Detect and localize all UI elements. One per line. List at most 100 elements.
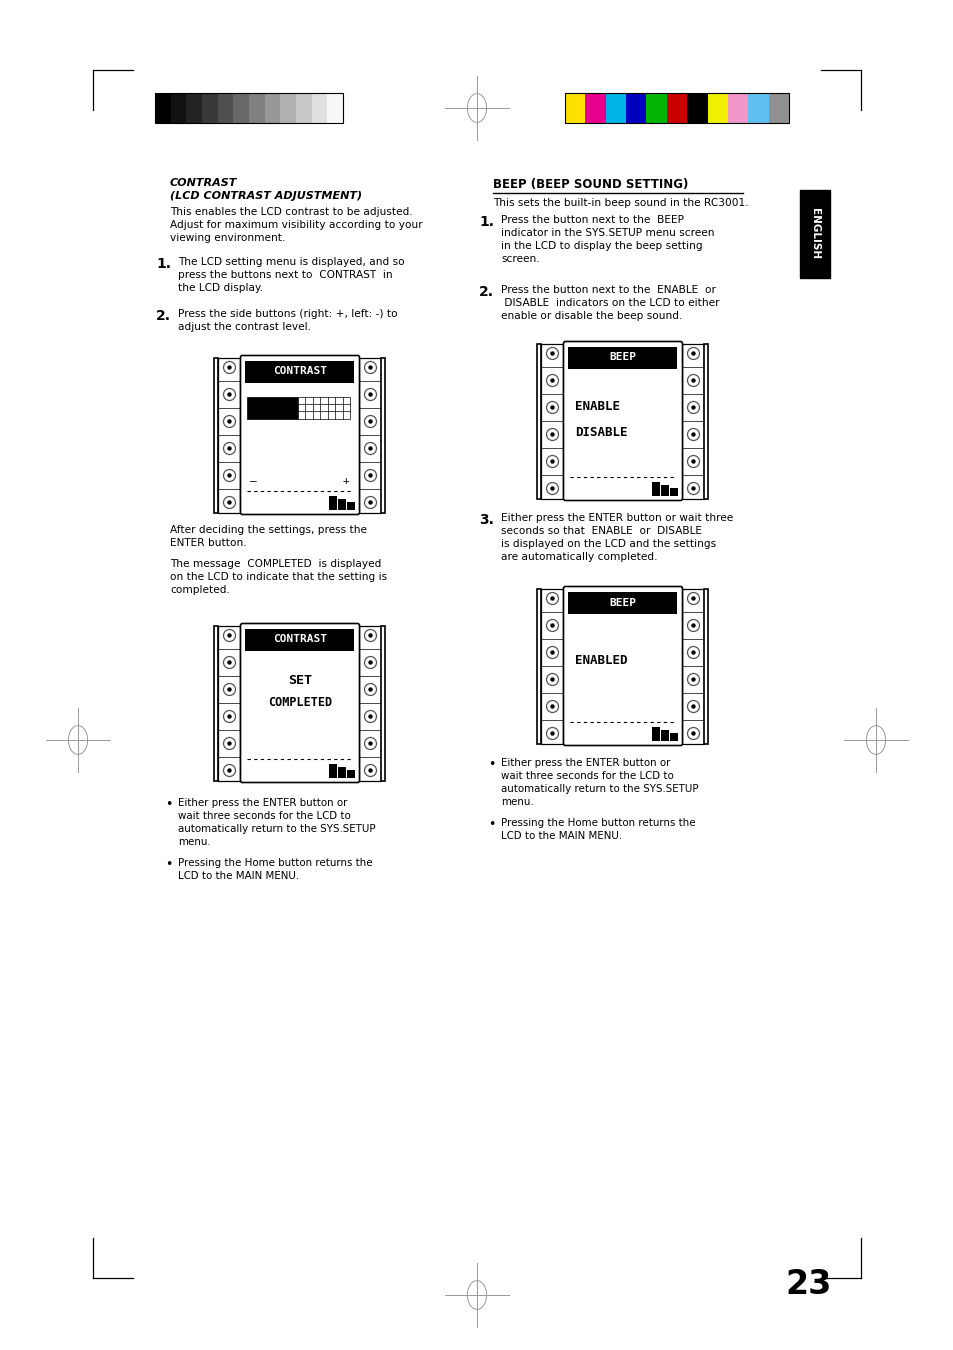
Circle shape bbox=[368, 501, 373, 505]
Text: This enables the LCD contrast to be adjusted.
Adjust for maximum visibility acco: This enables the LCD contrast to be adju… bbox=[170, 207, 422, 243]
Bar bbox=[171, 93, 186, 123]
Bar bbox=[652, 482, 659, 495]
Bar bbox=[646, 93, 666, 123]
Circle shape bbox=[546, 401, 558, 413]
Circle shape bbox=[368, 420, 373, 424]
Text: •: • bbox=[488, 818, 495, 832]
Bar bbox=[214, 358, 218, 513]
Circle shape bbox=[368, 393, 373, 397]
Circle shape bbox=[550, 705, 554, 709]
Bar bbox=[652, 726, 659, 741]
Bar bbox=[666, 93, 686, 123]
Bar bbox=[233, 93, 249, 123]
Bar bbox=[681, 343, 703, 498]
Circle shape bbox=[223, 737, 235, 749]
Bar bbox=[217, 93, 233, 123]
Circle shape bbox=[687, 401, 699, 413]
Text: Pressing the Home button returns the
LCD to the MAIN MENU.: Pressing the Home button returns the LCD… bbox=[500, 818, 695, 841]
Text: CONTRAST: CONTRAST bbox=[170, 178, 237, 188]
Circle shape bbox=[368, 741, 373, 745]
Circle shape bbox=[550, 624, 554, 628]
Circle shape bbox=[546, 374, 558, 386]
Circle shape bbox=[691, 624, 695, 628]
Circle shape bbox=[364, 389, 376, 401]
Circle shape bbox=[227, 660, 232, 664]
Text: 3.: 3. bbox=[478, 513, 494, 526]
Text: Pressing the Home button returns the
LCD to the MAIN MENU.: Pressing the Home button returns the LCD… bbox=[178, 859, 373, 882]
Circle shape bbox=[546, 482, 558, 494]
Circle shape bbox=[691, 405, 695, 409]
Bar bbox=[660, 729, 669, 741]
Text: Either press the ENTER button or
wait three seconds for the LCD to
automatically: Either press the ENTER button or wait th… bbox=[500, 757, 698, 807]
Bar bbox=[670, 487, 678, 495]
Bar bbox=[541, 343, 563, 498]
Bar bbox=[327, 93, 343, 123]
Circle shape bbox=[227, 420, 232, 424]
Circle shape bbox=[546, 701, 558, 713]
Text: –: – bbox=[251, 477, 257, 486]
Text: Press the button next to the  ENABLE  or
 DISABLE  indicators on the LCD to eith: Press the button next to the ENABLE or D… bbox=[500, 285, 719, 321]
FancyBboxPatch shape bbox=[240, 355, 359, 514]
Bar bbox=[338, 767, 346, 778]
Text: The message  COMPLETED  is displayed
on the LCD to indicate that the setting is
: The message COMPLETED is displayed on th… bbox=[170, 559, 387, 595]
Text: 1.: 1. bbox=[156, 256, 171, 271]
Circle shape bbox=[368, 474, 373, 478]
Bar bbox=[381, 358, 385, 513]
Bar bbox=[154, 93, 171, 123]
Bar bbox=[686, 93, 707, 123]
FancyBboxPatch shape bbox=[563, 586, 681, 745]
Bar bbox=[202, 93, 217, 123]
Circle shape bbox=[546, 428, 558, 440]
Circle shape bbox=[546, 593, 558, 605]
Circle shape bbox=[691, 678, 695, 682]
Circle shape bbox=[223, 389, 235, 401]
Bar bbox=[214, 625, 218, 780]
Bar bbox=[703, 589, 708, 744]
Text: BEEP: BEEP bbox=[609, 598, 636, 608]
Bar bbox=[347, 769, 355, 778]
Bar bbox=[568, 591, 677, 613]
Text: BEEP: BEEP bbox=[609, 352, 636, 363]
Circle shape bbox=[368, 687, 373, 691]
Circle shape bbox=[546, 647, 558, 659]
Bar bbox=[681, 589, 703, 744]
Circle shape bbox=[687, 620, 699, 632]
Circle shape bbox=[223, 470, 235, 482]
Circle shape bbox=[550, 459, 554, 463]
Text: COMPLETED: COMPLETED bbox=[268, 697, 332, 710]
Text: After deciding the settings, press the
ENTER button.: After deciding the settings, press the E… bbox=[170, 525, 367, 548]
Circle shape bbox=[691, 432, 695, 436]
Bar bbox=[747, 93, 768, 123]
Bar bbox=[247, 397, 297, 418]
Circle shape bbox=[546, 728, 558, 740]
Bar bbox=[625, 93, 646, 123]
Circle shape bbox=[546, 455, 558, 467]
Bar bbox=[186, 93, 202, 123]
Bar bbox=[312, 93, 327, 123]
Circle shape bbox=[687, 374, 699, 386]
Circle shape bbox=[223, 443, 235, 455]
Circle shape bbox=[227, 447, 232, 451]
Text: (LCD CONTRAST ADJUSTMENT): (LCD CONTRAST ADJUSTMENT) bbox=[170, 190, 362, 201]
Bar bbox=[670, 733, 678, 741]
Circle shape bbox=[691, 351, 695, 355]
Circle shape bbox=[368, 447, 373, 451]
Text: BEEP (BEEP SOUND SETTING): BEEP (BEEP SOUND SETTING) bbox=[493, 178, 688, 190]
FancyBboxPatch shape bbox=[240, 624, 359, 783]
Circle shape bbox=[368, 768, 373, 772]
Circle shape bbox=[550, 732, 554, 736]
Text: 1.: 1. bbox=[478, 215, 494, 230]
FancyBboxPatch shape bbox=[563, 342, 681, 501]
Text: 2.: 2. bbox=[156, 309, 171, 323]
Circle shape bbox=[550, 678, 554, 682]
Text: Press the side buttons (right: +, left: -) to
adjust the contrast level.: Press the side buttons (right: +, left: … bbox=[178, 309, 397, 332]
Circle shape bbox=[687, 701, 699, 713]
Text: DISABLE: DISABLE bbox=[575, 425, 627, 439]
Circle shape bbox=[227, 393, 232, 397]
Circle shape bbox=[223, 764, 235, 776]
Text: ENGLISH: ENGLISH bbox=[809, 208, 820, 259]
Circle shape bbox=[227, 687, 232, 691]
Text: +: + bbox=[342, 477, 349, 486]
Circle shape bbox=[687, 647, 699, 659]
Circle shape bbox=[223, 656, 235, 668]
